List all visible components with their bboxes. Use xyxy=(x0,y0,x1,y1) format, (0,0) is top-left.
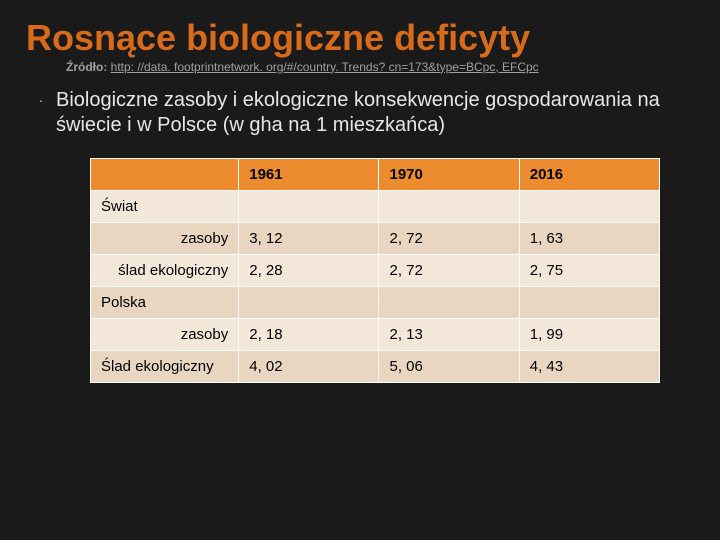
table-cell: 1, 63 xyxy=(519,222,659,254)
table-cell: 2, 75 xyxy=(519,254,659,286)
table-cell: 4, 43 xyxy=(519,350,659,382)
row-label: Świat xyxy=(91,190,239,222)
row-label: zasoby xyxy=(91,222,239,254)
table-row: ślad ekologiczny2, 282, 722, 75 xyxy=(91,254,660,286)
table-row: zasoby2, 182, 131, 99 xyxy=(91,318,660,350)
table-cell xyxy=(519,286,659,318)
row-label: Ślad ekologiczny xyxy=(91,350,239,382)
slide: Rosnące biologiczne deficyty Źródło: htt… xyxy=(0,0,720,540)
data-table-wrap: 1961 1970 2016 Światzasoby3, 122, 721, 6… xyxy=(90,158,660,384)
row-label: ślad ekologiczny xyxy=(91,254,239,286)
table-cell xyxy=(239,190,379,222)
table-row: Polska xyxy=(91,286,660,318)
data-table: 1961 1970 2016 Światzasoby3, 122, 721, 6… xyxy=(90,158,660,384)
source-link[interactable]: http: //data. footprintnetwork. org/#/co… xyxy=(111,60,539,74)
table-cell: 1, 99 xyxy=(519,318,659,350)
table-cell xyxy=(519,190,659,222)
table-header-cell xyxy=(91,158,239,190)
row-label: zasoby xyxy=(91,318,239,350)
row-label: Polska xyxy=(91,286,239,318)
table-header-cell: 1970 xyxy=(379,158,519,190)
table-header-cell: 2016 xyxy=(519,158,659,190)
table-header-row: 1961 1970 2016 xyxy=(91,158,660,190)
table-row: zasoby3, 122, 721, 63 xyxy=(91,222,660,254)
table-row: Świat xyxy=(91,190,660,222)
table-body: Światzasoby3, 122, 721, 63ślad ekologicz… xyxy=(91,190,660,383)
table-row: Ślad ekologiczny4, 025, 064, 43 xyxy=(91,350,660,382)
table-cell xyxy=(379,286,519,318)
table-cell: 2, 13 xyxy=(379,318,519,350)
bullet-icon: · xyxy=(26,88,56,112)
table-cell: 5, 06 xyxy=(379,350,519,382)
table-cell: 3, 12 xyxy=(239,222,379,254)
table-header-cell: 1961 xyxy=(239,158,379,190)
table-cell: 2, 18 xyxy=(239,318,379,350)
table-cell: 4, 02 xyxy=(239,350,379,382)
slide-title: Rosnące biologiczne deficyty xyxy=(26,18,694,58)
source-line: Źródło: http: //data. footprintnetwork. … xyxy=(66,60,694,74)
body-row: · Biologiczne zasoby i ekologiczne konse… xyxy=(26,88,694,138)
table-cell xyxy=(379,190,519,222)
source-label: Źródło: xyxy=(66,60,111,74)
table-cell xyxy=(239,286,379,318)
table-cell: 2, 72 xyxy=(379,254,519,286)
table-cell: 2, 72 xyxy=(379,222,519,254)
table-cell: 2, 28 xyxy=(239,254,379,286)
body-text: Biologiczne zasoby i ekologiczne konsekw… xyxy=(56,88,694,138)
